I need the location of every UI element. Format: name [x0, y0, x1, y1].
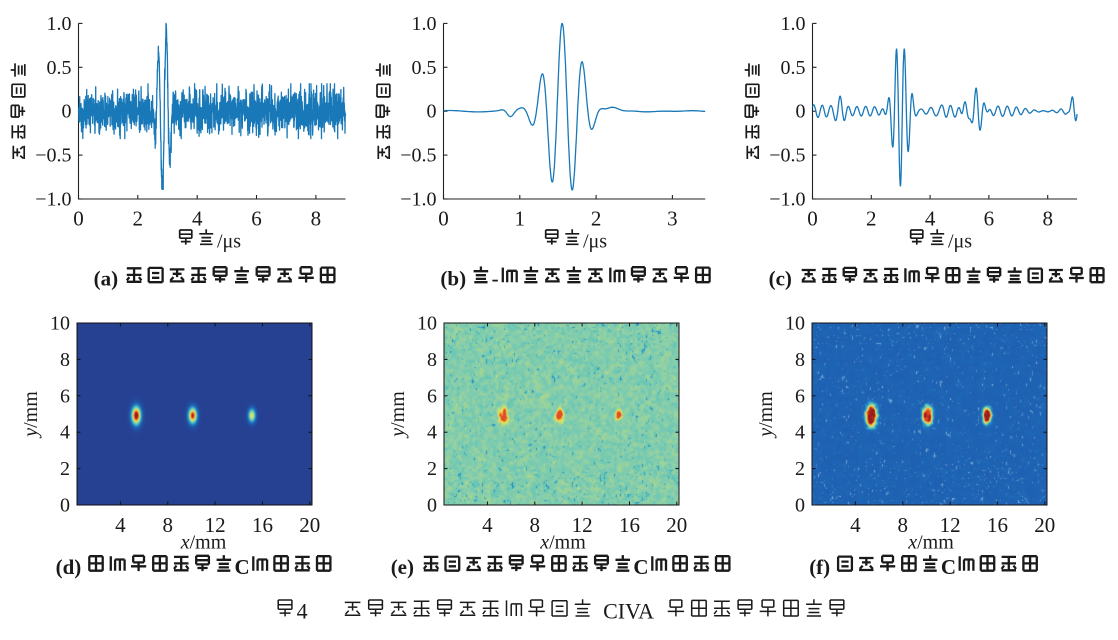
svg-text:0: 0	[796, 101, 806, 123]
svg-text:16: 16	[987, 513, 1008, 537]
svg-text:2: 2	[795, 458, 805, 480]
svg-text:10: 10	[785, 313, 805, 335]
svg-text:y/mm: y/mm	[387, 391, 409, 439]
svg-text:6: 6	[795, 385, 805, 407]
svg-text:4: 4	[850, 513, 861, 537]
svg-text:6: 6	[427, 385, 437, 407]
svg-text:10: 10	[417, 313, 437, 335]
svg-text:12: 12	[572, 513, 593, 537]
svg-text:1.0: 1.0	[47, 13, 72, 35]
svg-text:4: 4	[482, 513, 493, 537]
svg-text:4: 4	[427, 422, 437, 444]
svg-text:−1.0: −1.0	[769, 189, 805, 211]
svg-text:4: 4	[192, 207, 203, 231]
svg-text:16: 16	[252, 513, 273, 537]
svg-text:1.0: 1.0	[781, 13, 806, 35]
svg-text:/μs: /μs	[583, 231, 607, 253]
svg-text:x/mm: x/mm	[907, 532, 954, 554]
svg-text:2: 2	[591, 207, 602, 231]
svg-text:8: 8	[530, 513, 541, 537]
svg-text:8: 8	[60, 349, 70, 371]
svg-text:−1.0: −1.0	[35, 189, 71, 211]
svg-text:y/mm: y/mm	[20, 391, 42, 439]
svg-text:2: 2	[133, 207, 144, 231]
svg-text:x/mm: x/mm	[539, 532, 586, 554]
svg-text:1: 1	[515, 207, 526, 231]
svg-text:(a): (a)	[94, 267, 119, 291]
svg-text:0.5: 0.5	[781, 57, 806, 79]
svg-text:/μs: /μs	[217, 231, 241, 253]
svg-text:0: 0	[73, 207, 84, 231]
svg-text:6: 6	[984, 207, 995, 231]
svg-text:8: 8	[898, 513, 909, 537]
svg-text:8: 8	[163, 513, 174, 537]
svg-text:0: 0	[807, 207, 818, 231]
svg-text:4: 4	[795, 422, 805, 444]
svg-text:(e): (e)	[391, 555, 414, 579]
svg-text:0: 0	[60, 495, 70, 517]
svg-text:−0.5: −0.5	[400, 145, 436, 167]
svg-text:/μs: /μs	[948, 231, 972, 253]
svg-text:CIVA: CIVA	[603, 599, 654, 624]
svg-text:0: 0	[62, 101, 72, 123]
svg-text:6: 6	[60, 385, 70, 407]
svg-text:6: 6	[251, 207, 262, 231]
svg-text:0.5: 0.5	[412, 57, 437, 79]
svg-text:2: 2	[427, 458, 437, 480]
svg-text:4: 4	[60, 422, 70, 444]
svg-text:−1.0: −1.0	[400, 189, 436, 211]
svg-text:C: C	[633, 555, 648, 579]
svg-text:(b): (b)	[440, 267, 466, 291]
svg-text:12: 12	[205, 513, 226, 537]
svg-text:-: -	[492, 267, 499, 291]
svg-text:0.5: 0.5	[47, 57, 72, 79]
svg-text:20: 20	[666, 513, 687, 537]
svg-text:C: C	[235, 555, 250, 579]
svg-text:0: 0	[438, 207, 449, 231]
svg-text:(d): (d)	[56, 555, 82, 579]
svg-text:8: 8	[1042, 207, 1053, 231]
svg-text:20: 20	[1034, 513, 1055, 537]
svg-text:2: 2	[60, 458, 70, 480]
svg-text:1.0: 1.0	[412, 13, 437, 35]
svg-text:12: 12	[940, 513, 961, 537]
svg-text:−0.5: −0.5	[769, 145, 805, 167]
svg-text:(c): (c)	[769, 267, 792, 291]
svg-text:(f): (f)	[809, 555, 830, 579]
svg-text:20: 20	[299, 513, 320, 537]
svg-text:0: 0	[795, 495, 805, 517]
svg-text:y/mm: y/mm	[755, 391, 777, 439]
svg-text:8: 8	[795, 349, 805, 371]
svg-text:4: 4	[115, 513, 126, 537]
svg-text:8: 8	[427, 349, 437, 371]
svg-text:4: 4	[925, 207, 936, 231]
svg-text:−0.5: −0.5	[35, 145, 71, 167]
svg-text:x/mm: x/mm	[180, 532, 227, 554]
svg-text:10: 10	[50, 313, 70, 335]
svg-text:0: 0	[427, 101, 437, 123]
svg-text:2: 2	[866, 207, 877, 231]
svg-text:8: 8	[311, 207, 322, 231]
svg-text:C: C	[941, 555, 956, 579]
svg-text:3: 3	[667, 207, 678, 231]
svg-text:4: 4	[297, 599, 308, 624]
svg-text:0: 0	[427, 495, 437, 517]
svg-text:16: 16	[619, 513, 640, 537]
